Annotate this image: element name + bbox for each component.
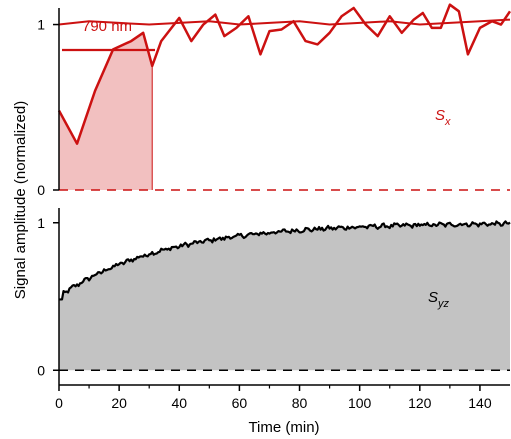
bottom-ytick-label: 0 [37,362,45,378]
xtick-label: 60 [232,395,248,411]
xtick-label: 20 [111,395,127,411]
y-axis-label: Signal amplitude (normalized) [12,101,29,299]
series-label-syz-sub: yz [437,298,450,310]
top-shaded-region [59,32,153,191]
series-label-sx-sub: x [444,116,451,128]
bottom-signal-line [59,220,511,301]
bottom-area-fill [59,221,510,371]
xtick-label: 0 [55,395,63,411]
legend-790nm: 790 nm [82,18,132,35]
top-panel: 01 790 nm Sx [37,3,511,198]
series-label-sx-main: S [435,107,445,124]
xtick-label: 80 [292,395,308,411]
top-ytick-label: 0 [37,182,45,198]
xtick-label: 100 [348,395,372,411]
x-axis-label: Time (min) [248,419,319,436]
bottom-ytick-label: 1 [37,215,45,231]
series-label-sx: Sx [435,107,451,128]
top-ytick-label: 1 [37,17,45,33]
xtick-label: 40 [171,395,187,411]
bottom-panel: 010 20 40 60 80 100 120 140 Syz [37,208,511,411]
top-reference-line [58,18,511,26]
bottom-plot-area: 010 20 40 60 80 100 120 140 [37,208,511,411]
series-label-syz: Syz [428,289,450,310]
xtick-label: 120 [408,395,432,411]
top-plot-area: 01 [37,3,511,198]
xtick-label: 140 [468,395,492,411]
series-label-syz-main: S [428,289,438,306]
top-signal-line [57,3,511,145]
